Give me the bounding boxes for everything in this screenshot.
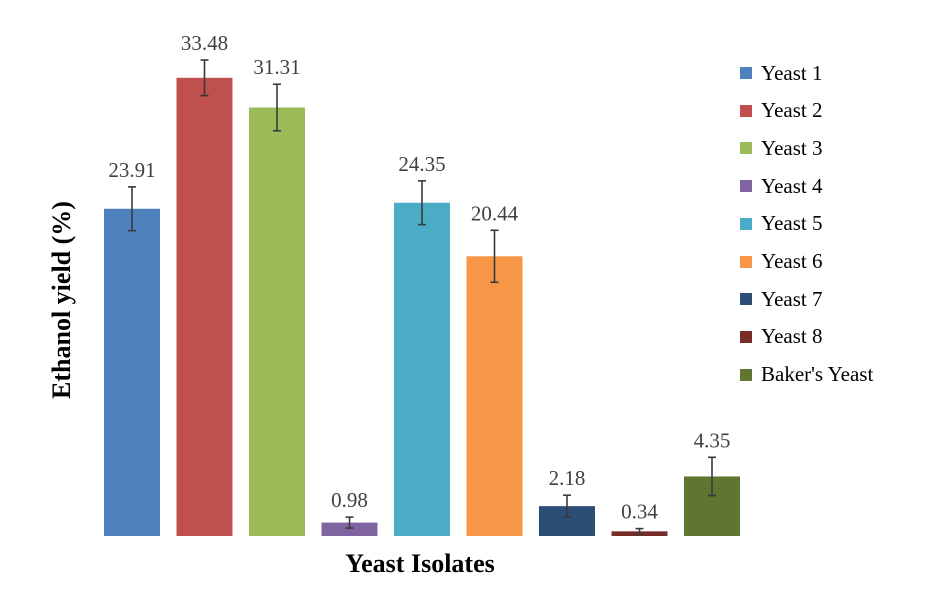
legend-item-4: Yeast 4: [740, 171, 822, 201]
legend-label: Yeast 7: [761, 286, 823, 311]
x-axis-label: Yeast Isolates: [345, 549, 495, 578]
legend-swatch: [740, 293, 752, 306]
data-label-6: 20.44: [471, 201, 519, 225]
legend-swatch: [740, 104, 752, 117]
error-bar-6: [490, 229, 499, 284]
legend-swatch: [740, 180, 752, 193]
legend-item-5: Yeast 5: [740, 209, 822, 239]
legend-swatch: [740, 255, 752, 268]
bar-4: [321, 522, 378, 536]
legend-swatch: [740, 217, 752, 230]
legend-label: Yeast 4: [761, 173, 823, 198]
data-label-8: 0.34: [621, 500, 658, 524]
data-label-1: 23.91: [108, 158, 155, 182]
data-label-2: 33.48: [181, 31, 228, 55]
legend-item-6: Yeast 6: [740, 247, 822, 277]
error-bar-8: [635, 527, 644, 535]
legend-label: Yeast 6: [761, 249, 823, 273]
legend-swatch: [740, 67, 752, 79]
bars-group: [104, 77, 740, 537]
legend-item-2: Yeast 2: [740, 96, 822, 126]
legend-item-9: Baker's Yeast: [740, 360, 873, 390]
data-label-3: 31.31: [253, 55, 300, 79]
legend-label: Yeast 1: [761, 60, 823, 85]
legend-item-8: Yeast 8: [740, 322, 822, 352]
error-bars-group: [128, 59, 716, 535]
legend-swatch: [740, 330, 752, 343]
error-bar-9: [708, 456, 716, 497]
legend-swatch: [740, 368, 752, 381]
error-bar-5: [418, 180, 426, 226]
data-label-7: 2.18: [549, 466, 586, 490]
data-label-4: 0.98: [331, 488, 368, 512]
data-label-5: 24.35: [398, 152, 445, 176]
error-bar-7: [563, 494, 571, 518]
legend-item-7: Yeast 7: [740, 284, 822, 314]
legend-item-1: Yeast 1: [740, 58, 822, 88]
error-bar-4: [345, 516, 354, 529]
data-label-9: 4.35: [694, 428, 731, 452]
legend-label: Baker's Yeast: [761, 362, 874, 387]
error-bar-3: [273, 83, 281, 132]
bar-1: [104, 208, 160, 536]
legend-item-3: Yeast 3: [740, 133, 822, 163]
bar-5: [394, 202, 450, 536]
legend-swatch: [740, 142, 752, 155]
data-labels-group: 23.91 33.48 31.31 0.98 24.35 20.44 2.18 0.34 4.3…: [108, 31, 730, 524]
bar-6: [466, 256, 523, 536]
legend-label: Yeast 3: [761, 135, 823, 160]
legend-label: Yeast 8: [761, 324, 823, 349]
bar-3: [249, 107, 305, 537]
y-axis-label: Ethanol yield (%): [47, 201, 76, 399]
error-bar-1: [128, 186, 136, 232]
error-bar-2: [200, 59, 209, 97]
legend-label: Yeast 5: [761, 211, 823, 236]
bar-2: [176, 77, 233, 537]
legend-label: Yeast 2: [761, 98, 823, 123]
